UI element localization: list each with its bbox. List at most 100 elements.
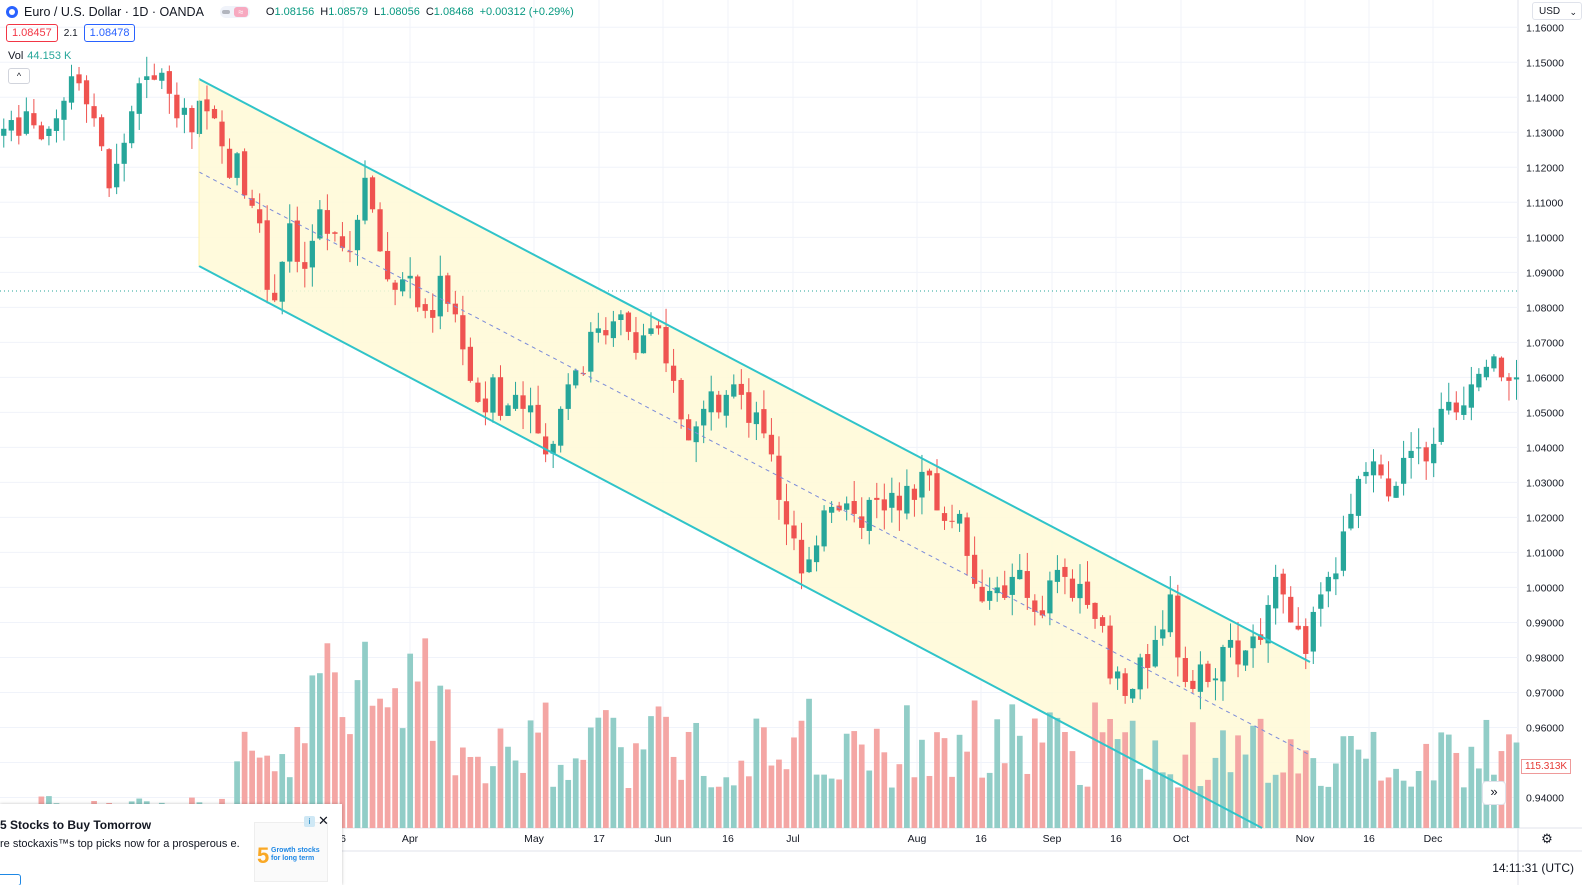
candle-body (1498, 357, 1505, 378)
candle-body (625, 312, 632, 332)
ad-thumbnail[interactable]: 5 Growth stocks for long term (254, 822, 328, 882)
time-tick-label: May (524, 833, 545, 845)
volume-bar (264, 755, 271, 828)
volume-bar (505, 746, 511, 828)
volume-bar (1099, 732, 1106, 828)
clock-display[interactable]: 14:11:31 (UTC) (1492, 861, 1574, 875)
candle-body (136, 83, 142, 114)
candle-body (1212, 678, 1219, 681)
volume-bar (1024, 773, 1031, 828)
volume-bar (542, 702, 549, 828)
candle-body (1009, 576, 1015, 595)
candle-body (595, 328, 601, 333)
ad-cta-button[interactable] (0, 874, 21, 885)
volume-bar (888, 787, 895, 828)
price-tick-label: 1.06000 (1526, 372, 1564, 384)
collapse-legend-button[interactable]: ^ (8, 68, 30, 84)
volume-bar (949, 776, 955, 828)
open-value: 1.08156 (274, 6, 315, 18)
candle-body (791, 525, 797, 539)
candle-body (1476, 373, 1482, 388)
volume-bar (557, 764, 564, 828)
volume-bar (655, 706, 662, 828)
chevron-down-icon: ⌄ (1569, 7, 1577, 17)
symbol-title[interactable]: Euro / U.S. Dollar · 1D · OANDA (24, 5, 204, 19)
volume-bar (1152, 740, 1159, 828)
candle-body (219, 121, 225, 147)
sell-price-button[interactable]: 1.08457 (6, 24, 58, 42)
price-tick-label: 1.09000 (1526, 267, 1564, 279)
ad-title[interactable]: 5 Stocks to Buy Tomorrow (0, 818, 152, 832)
volume-bar (1393, 768, 1399, 828)
volume-bar (1348, 736, 1354, 828)
price-tick-label: 1.10000 (1526, 232, 1564, 244)
candle-body (490, 377, 496, 413)
volume-bar (309, 675, 316, 828)
volume-bar (986, 772, 993, 828)
volume-bar (873, 728, 880, 828)
ad-thumb-text: Growth stocks for long term (271, 847, 320, 862)
candle-body (1122, 673, 1128, 696)
volume-bar (610, 717, 617, 828)
volume-bar (580, 759, 587, 828)
candle-body (497, 377, 504, 416)
volume-bar (1062, 731, 1068, 828)
candle-body (1242, 650, 1249, 666)
volume-bar (1310, 758, 1317, 828)
volume-bar (806, 698, 812, 828)
candle-body (317, 209, 323, 239)
candle-body (324, 210, 331, 234)
volume-bar (1385, 777, 1392, 828)
candle-body (1130, 688, 1136, 699)
candle-body (934, 473, 940, 511)
volume-bar (1107, 718, 1113, 828)
volume-bar (362, 641, 368, 828)
candle-body (1220, 646, 1226, 682)
close-icon[interactable]: ✕ (318, 813, 329, 828)
candle-body (1295, 625, 1301, 630)
candle-body (38, 125, 45, 140)
volume-bar (768, 765, 775, 828)
volume-bar (633, 743, 639, 828)
scroll-to-realtime-button[interactable]: » (1482, 781, 1506, 805)
candle-body (573, 370, 579, 386)
candle-body (731, 384, 737, 397)
volume-bar (851, 731, 858, 828)
volume-bar (354, 680, 361, 828)
candle-body (264, 220, 270, 290)
volume-bar (565, 779, 572, 828)
visibility-toggle[interactable]: ≈ (219, 6, 250, 18)
volume-bar (994, 719, 1001, 828)
candle-body (941, 513, 948, 521)
volume-bar (1317, 785, 1324, 828)
volume-bar (369, 705, 376, 828)
euro-flag-icon (6, 6, 18, 18)
advert-banner[interactable]: 5 Stocks to Buy Tomorrow re stockaxis™s … (0, 804, 342, 885)
candle-body (859, 516, 865, 528)
volume-bar (602, 710, 609, 828)
candle-body (844, 503, 850, 510)
candle-body (482, 398, 489, 413)
volume-bar (1408, 786, 1414, 828)
volume-bar (1227, 772, 1234, 828)
volume-bar (1039, 742, 1046, 828)
buy-price-button[interactable]: 1.08478 (83, 24, 136, 42)
candle-body (1069, 578, 1076, 598)
volume-bar (535, 732, 541, 828)
candle-body (1047, 580, 1053, 614)
candle-body (272, 292, 278, 301)
candle-body (1032, 600, 1038, 612)
candle-body (475, 382, 481, 402)
candle-body (460, 315, 466, 350)
candle-body (174, 94, 180, 119)
currency-selector[interactable]: USD ⌄ (1532, 2, 1582, 20)
ad-info-icon[interactable]: i (304, 816, 315, 827)
candle-body (1393, 485, 1399, 498)
candle-body (708, 391, 714, 413)
price-tick-label: 1.05000 (1526, 407, 1564, 419)
candle-body (1167, 594, 1173, 633)
candle-body (1227, 639, 1234, 648)
gear-icon[interactable]: ⚙ (1541, 831, 1553, 846)
price-tick-label: 1.14000 (1526, 92, 1564, 104)
